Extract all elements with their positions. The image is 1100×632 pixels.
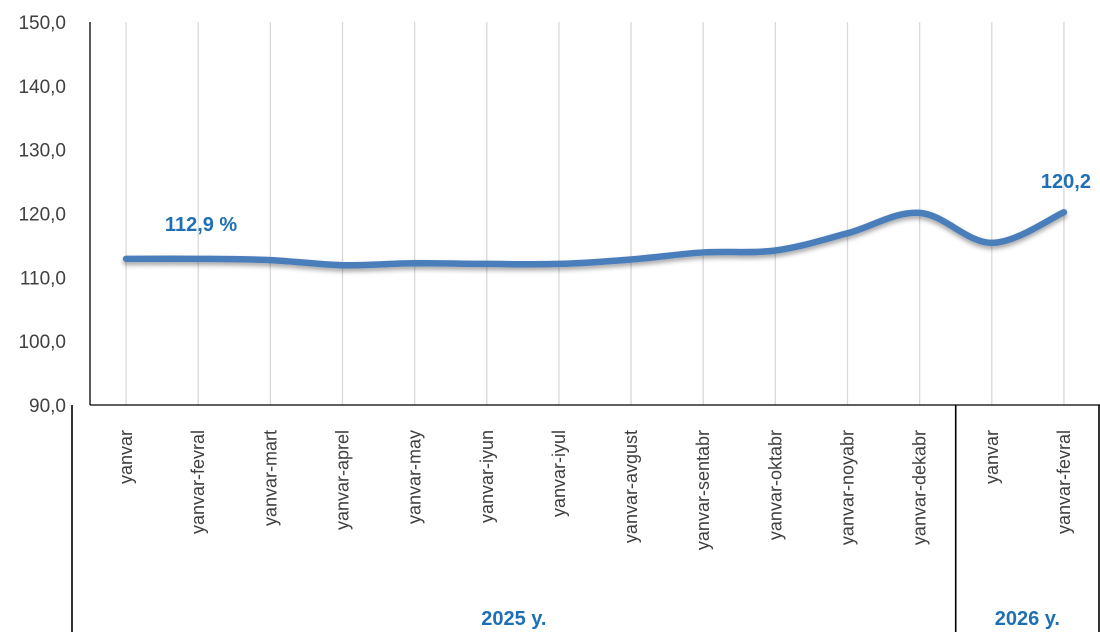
data-label: 112,9 % bbox=[165, 214, 238, 236]
data-label: 120,2 bbox=[1041, 171, 1091, 193]
x-tick-label: yanvar-noyabr bbox=[838, 430, 858, 545]
x-tick-label: yanvar-aprel bbox=[333, 430, 353, 530]
series-line-layer bbox=[122, 208, 1068, 269]
group-label: 2026 y. bbox=[995, 608, 1060, 630]
y-tick-label: 150,0 bbox=[18, 13, 66, 34]
group-label: 2025 y. bbox=[481, 608, 546, 630]
y-tick-label: 110,0 bbox=[20, 268, 66, 289]
y-tick-label: 90,0 bbox=[29, 396, 66, 417]
axes: 90,0 100,0 110,0 120,0 130,0 140,0 150,0 yanvar… bbox=[18, 13, 1100, 632]
series-line bbox=[122, 208, 1068, 269]
x-tick-label: yanvar-dekabr bbox=[910, 430, 930, 545]
labels: 112,9 % 120,2 bbox=[165, 171, 1091, 236]
x-tick-label: yanvar-avgust bbox=[621, 430, 641, 543]
x-tick-label: yanvar-iyul bbox=[549, 430, 569, 517]
x-tick-label: yanvar bbox=[116, 430, 136, 484]
x-tick-label: yanvar-sentabr bbox=[693, 430, 713, 550]
x-tick-label: yanvar-iyun bbox=[477, 430, 497, 523]
y-tick-label: 120,0 bbox=[18, 205, 66, 226]
x-tick-label: yanvar bbox=[982, 430, 1002, 484]
x-tick-label: yanvar-oktabr bbox=[765, 430, 785, 540]
y-tick-label: 140,0 bbox=[18, 77, 66, 98]
x-tick-label: yanvar-fevral bbox=[188, 430, 208, 534]
x-tick-label: yanvar-may bbox=[405, 430, 425, 524]
x-tick-label: yanvar-fevral bbox=[1054, 430, 1074, 534]
y-tick-label: 130,0 bbox=[18, 141, 66, 162]
x-tick-label: yanvar-mart bbox=[260, 430, 280, 526]
y-tick-label: 100,0 bbox=[18, 332, 66, 353]
